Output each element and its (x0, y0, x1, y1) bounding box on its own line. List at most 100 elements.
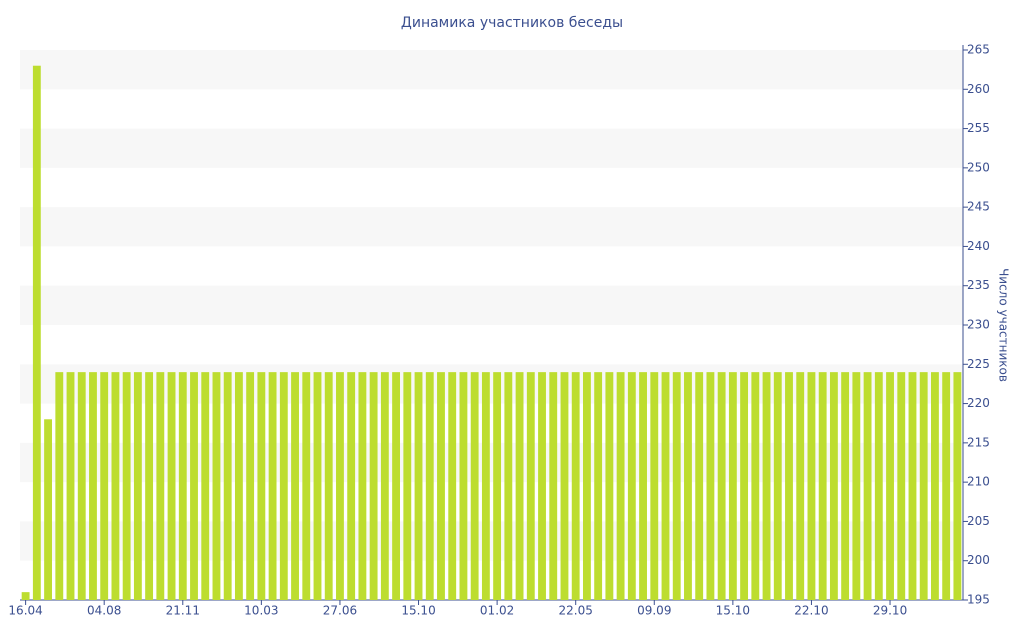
bar (66, 372, 75, 600)
grid-band (20, 285, 963, 325)
bar (145, 372, 154, 600)
grid-band (20, 207, 963, 247)
bar (470, 372, 479, 600)
grid-band (20, 50, 963, 90)
bar (706, 372, 715, 600)
x-tick-label: 22.10 (794, 604, 828, 618)
bar (324, 372, 333, 600)
bar (44, 419, 52, 600)
bar (403, 372, 412, 600)
x-tick-label: 10.03 (244, 604, 278, 618)
bar (190, 372, 198, 600)
bar (661, 372, 670, 600)
grid-band (20, 442, 963, 483)
x-tick-label: 27.06 (323, 604, 357, 618)
bar (717, 372, 726, 600)
bar (874, 372, 883, 600)
bar (279, 372, 288, 600)
bar (672, 372, 681, 600)
bar (886, 372, 894, 600)
y-tick-label: 260 (967, 82, 990, 96)
bar (605, 372, 614, 600)
grid-band (20, 128, 963, 168)
bar (728, 372, 737, 600)
bar (481, 372, 490, 600)
bar (448, 372, 457, 600)
bar (369, 372, 378, 600)
bar (167, 372, 176, 600)
bar (32, 65, 41, 600)
y-tick-label: 210 (967, 475, 990, 489)
bar (650, 372, 659, 600)
bar (740, 372, 749, 600)
x-tick-label: 29.10 (873, 604, 907, 618)
x-tick-label: 09.09 (637, 604, 671, 618)
y-tick-label: 225 (967, 357, 990, 371)
y-tick-label: 245 (967, 200, 990, 214)
bar (392, 372, 401, 600)
bar (571, 372, 580, 600)
bar (234, 372, 243, 600)
bar (953, 372, 962, 600)
x-tick-label: 15.10 (716, 604, 750, 618)
bar (684, 372, 692, 600)
y-tick-label: 265 (967, 43, 990, 57)
bar (212, 372, 221, 600)
bar (100, 372, 109, 600)
bar (201, 372, 210, 600)
y-tick-label: 205 (967, 514, 990, 528)
bar (414, 372, 423, 600)
bar (897, 372, 906, 600)
bar (919, 372, 928, 600)
bar (807, 372, 816, 600)
y-tick-label: 200 (967, 553, 990, 567)
x-tick-label: 01.02 (480, 604, 514, 618)
x-tick-label: 04.08 (87, 604, 121, 618)
bar (313, 372, 322, 600)
y-tick-label: 255 (967, 121, 990, 135)
bar (538, 372, 546, 600)
bar (785, 372, 793, 600)
y-tick-label: 215 (967, 435, 990, 449)
y-tick-label: 240 (967, 239, 990, 253)
bar (291, 372, 299, 600)
bar (347, 372, 356, 600)
bar (931, 372, 939, 600)
bar (762, 372, 771, 600)
bar (358, 372, 367, 600)
bar (560, 372, 569, 600)
bar (504, 372, 513, 600)
bar (863, 372, 872, 600)
bar (133, 372, 142, 600)
bar (122, 372, 131, 600)
x-tick-label: 15.10 (401, 604, 435, 618)
bar (425, 372, 434, 600)
y-axis-label: Число участников (997, 268, 1011, 382)
bar (77, 372, 86, 600)
bar (437, 372, 445, 600)
bar (223, 372, 232, 600)
bar (111, 372, 120, 600)
bar (908, 372, 917, 600)
bar (257, 372, 266, 600)
bar (246, 372, 255, 600)
grid-band (20, 364, 963, 404)
bar (55, 372, 64, 600)
bar (549, 372, 558, 600)
bar (773, 372, 782, 600)
bar (751, 372, 760, 600)
y-tick-label: 250 (967, 160, 990, 174)
x-tick-label: 21.11 (166, 604, 200, 618)
bar (796, 372, 805, 600)
bar (178, 372, 187, 600)
bar (627, 372, 636, 600)
bar (942, 372, 951, 600)
bar (695, 372, 704, 600)
bar (21, 592, 30, 600)
bar (616, 372, 625, 600)
x-tick-label: 16.04 (8, 604, 42, 618)
bar (818, 372, 827, 600)
bar (582, 372, 591, 600)
bar (841, 372, 850, 600)
